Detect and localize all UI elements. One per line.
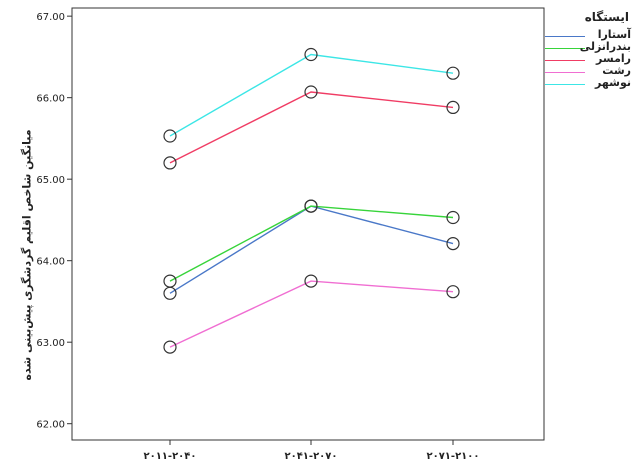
x-tick-label: ۲۰۱۱-۲۰۴۰ <box>144 451 197 462</box>
plot-frame <box>71 7 545 441</box>
series-line <box>169 53 454 137</box>
legend-swatch <box>545 84 585 85</box>
y-tick-label: 63.00 <box>36 338 65 349</box>
legend-item: نوشهر <box>545 76 635 90</box>
data-point-marker <box>163 274 177 288</box>
legend-item: آستارا <box>545 28 635 42</box>
y-axis-label: میانگین شاخص اقلیم گردشگری پیش‌بینی شده <box>20 129 34 381</box>
legend-swatch <box>545 36 585 37</box>
data-point-marker <box>163 340 177 354</box>
data-point-marker <box>446 66 460 80</box>
legend-swatch <box>545 72 585 73</box>
legend-item: بندرانزلی <box>545 40 635 54</box>
data-point-marker <box>304 199 318 213</box>
data-point-marker <box>446 285 460 299</box>
legend-label: آستارا <box>597 28 631 41</box>
legend-label: بندرانزلی <box>579 40 631 53</box>
y-tick-label: 62.00 <box>36 420 65 431</box>
series-line <box>169 205 454 282</box>
data-point-marker <box>304 47 318 62</box>
data-point-marker <box>446 100 460 115</box>
legend: ایستگاه آستارا بندرانزلی رامسر رشت نوشهر <box>545 10 635 90</box>
legend-swatch <box>545 60 585 61</box>
y-tick-label: 65.00 <box>36 175 65 186</box>
y-tick-label: 66.00 <box>36 94 65 105</box>
data-point-marker <box>163 156 177 170</box>
legend-entries: آستارا بندرانزلی رامسر رشت نوشهر <box>545 28 635 90</box>
y-tick-label: 67.00 <box>36 12 65 23</box>
series-line <box>169 280 454 348</box>
data-point-marker <box>304 85 318 99</box>
legend-item: رشت <box>545 64 635 78</box>
data-point-marker <box>163 129 177 143</box>
legend-label: نوشهر <box>595 76 631 89</box>
series-line <box>169 205 454 294</box>
x-tick-label: ۲۰۷۱-۲۱۰۰ <box>427 451 480 462</box>
data-point-marker <box>446 210 460 225</box>
legend-label: رامسر <box>596 52 631 65</box>
series-line <box>169 91 454 164</box>
data-point-marker <box>304 274 318 288</box>
data-point-marker <box>446 237 460 251</box>
legend-label: رشت <box>602 64 631 77</box>
legend-swatch <box>545 48 585 49</box>
x-tick-label: ۲۰۴۱-۲۰۷۰ <box>285 451 338 462</box>
y-tick-label: 64.00 <box>36 257 65 268</box>
legend-item: رامسر <box>545 52 635 66</box>
legend-title: ایستگاه <box>584 10 629 24</box>
chart-marks: 62.00 63.00 64.00 65.00 66.00 67.00 ۲۰۱۱-۲۰۴۰ ۲… <box>36 12 479 462</box>
